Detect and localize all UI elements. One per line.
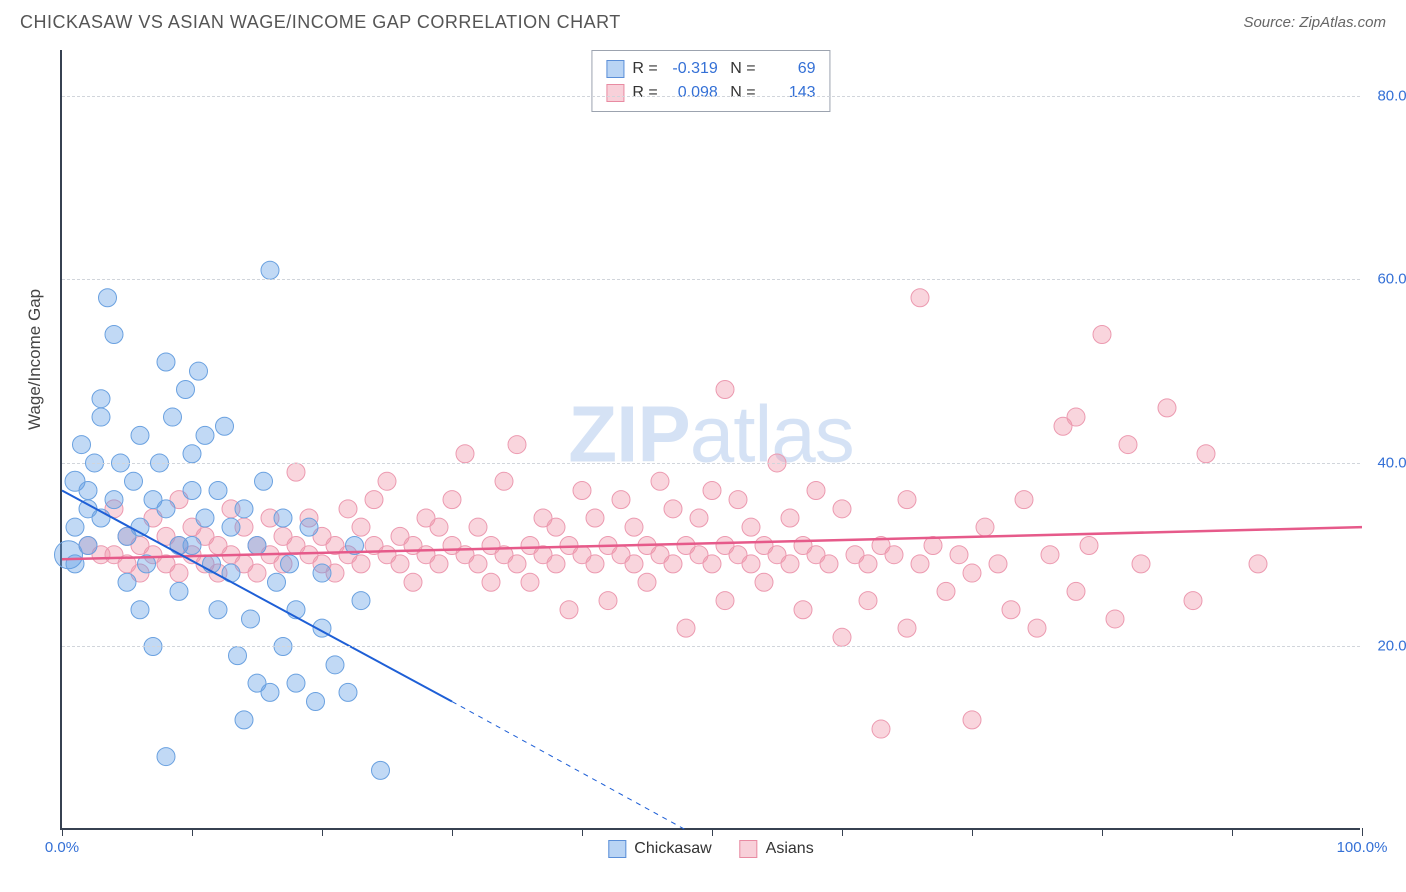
swatch-blue-icon [608, 840, 626, 858]
source-label: Source: ZipAtlas.com [1243, 14, 1386, 31]
gridline-h [62, 646, 1360, 647]
x-tick-label: 100.0% [1337, 839, 1388, 856]
x-tick-mark [712, 828, 713, 836]
x-tick-mark [452, 828, 453, 836]
x-tick-mark [582, 828, 583, 836]
legend-item-chickasaw: Chickasaw [608, 840, 711, 858]
x-tick-mark [1102, 828, 1103, 836]
x-tick-mark [322, 828, 323, 836]
x-tick-mark [62, 828, 63, 836]
scatter-svg [62, 50, 1360, 828]
swatch-pink-icon [740, 840, 758, 858]
x-tick-mark [1362, 828, 1363, 836]
y-tick-label: 60.0% [1365, 271, 1406, 288]
chart-plot-area: ZIPatlas R =-0.319 N =69 R =0.098 N =143… [60, 50, 1360, 830]
y-tick-label: 20.0% [1365, 638, 1406, 655]
gridline-h [62, 96, 1360, 97]
x-tick-mark [972, 828, 973, 836]
y-tick-label: 80.0% [1365, 87, 1406, 104]
chart-title: CHICKASAW VS ASIAN WAGE/INCOME GAP CORRE… [20, 12, 621, 33]
x-tick-mark [192, 828, 193, 836]
y-axis-label: Wage/Income Gap [25, 289, 45, 430]
bottom-legend: Chickasaw Asians [608, 840, 813, 858]
y-tick-label: 40.0% [1365, 454, 1406, 471]
x-tick-label: 0.0% [45, 839, 79, 856]
x-tick-mark [842, 828, 843, 836]
legend-item-asians: Asians [740, 840, 814, 858]
gridline-h [62, 463, 1360, 464]
x-tick-mark [1232, 828, 1233, 836]
gridline-h [62, 279, 1360, 280]
